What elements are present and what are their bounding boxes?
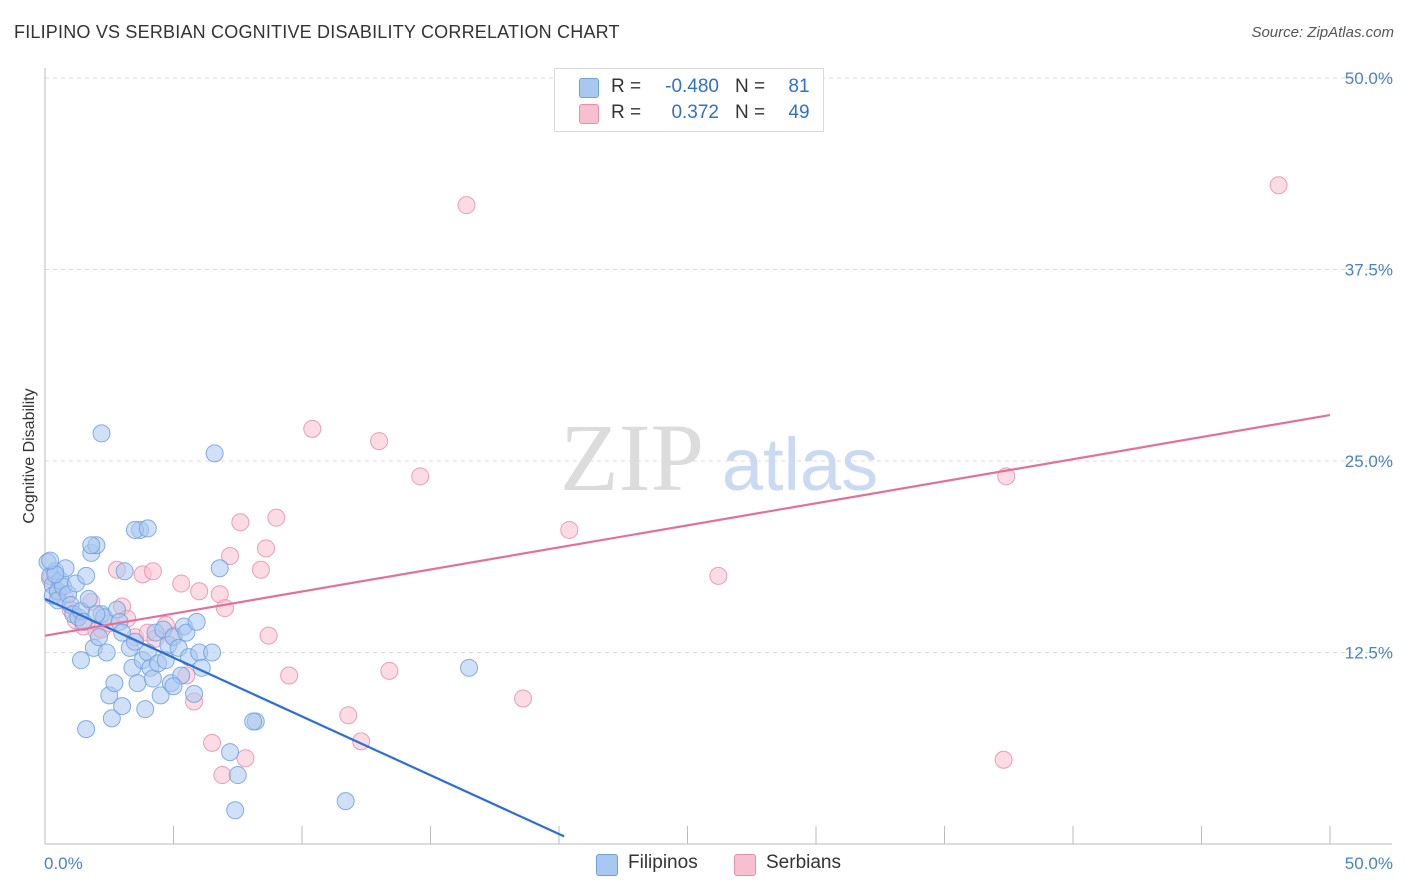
y-tick-label: 50.0% (1345, 69, 1393, 88)
filipino-point (92, 424, 111, 443)
filipino-point (41, 551, 60, 570)
legend-r-value: -0.480 (665, 76, 719, 97)
serbian-point (514, 689, 533, 708)
serbian-point (259, 626, 278, 645)
filipino-trend-line (44, 597, 565, 838)
serbian-point (457, 196, 476, 215)
serbian-point (560, 520, 579, 539)
filipino-point (128, 674, 147, 693)
watermark-atlas: atlas (722, 423, 878, 506)
serbian-swatch (579, 104, 599, 124)
filipino-legend-label: Filipinos (628, 852, 698, 873)
filipino-swatch (579, 78, 599, 98)
serbian-point (380, 661, 399, 680)
filipino-point (185, 684, 204, 703)
filipino-point (151, 686, 170, 705)
y-tick-label: 25.0% (1345, 452, 1393, 471)
filipino-point (143, 669, 162, 688)
serbian-point (257, 539, 276, 558)
filipino-point (164, 677, 183, 696)
serbian-point (221, 546, 240, 565)
legend-n-label: N = (735, 76, 766, 97)
filipino-point (228, 766, 247, 785)
legend-n-value: 49 (788, 102, 810, 123)
serbian-point (267, 508, 286, 527)
legend-n-label: N = (735, 102, 766, 123)
serbian-point (231, 513, 250, 532)
filipino-point (210, 559, 229, 578)
source-credit: Source: ZipAtlas.com (1251, 24, 1394, 41)
serbian-point (339, 706, 358, 725)
filipino-point (460, 658, 479, 677)
serbian-point (1269, 176, 1288, 195)
filipino-point (244, 712, 263, 731)
x-tick-label-min: 0.0% (44, 854, 83, 873)
legend-r-label: R = (611, 102, 642, 123)
filipino-point (205, 444, 224, 463)
serbian-legend-label: Serbians (766, 852, 841, 873)
watermark: ZIP atlas (560, 404, 878, 511)
legend-r-label: R = (611, 76, 642, 97)
trend-lines (44, 413, 1331, 838)
watermark-zip: ZIP (560, 404, 704, 511)
grid-lines (45, 77, 1392, 653)
legend-r-value: 0.372 (671, 102, 719, 123)
filipino-point (79, 589, 98, 608)
filipino-point (97, 643, 116, 662)
serbian-point (203, 733, 222, 752)
filipino-point (187, 612, 206, 631)
correlation-legend: R = -0.480 N = 81 R = 0.372 N = 49 (554, 68, 824, 132)
filipino-point (102, 709, 121, 728)
filipino-point (203, 643, 222, 662)
y-axis-label: Cognitive Disability (21, 388, 38, 523)
filipino-point (89, 628, 108, 647)
filipino-point (336, 792, 355, 811)
filipino-legend-swatch (596, 854, 618, 876)
serbian-point (213, 766, 232, 785)
serbian-trend-line (44, 413, 1331, 637)
filipino-point (115, 562, 134, 581)
serbian-point (994, 750, 1013, 769)
filipino-point (138, 519, 157, 538)
y-tick-label: 37.5% (1345, 261, 1393, 280)
filipino-point (113, 697, 132, 716)
filipino-point (221, 743, 240, 762)
filipino-point (226, 801, 245, 820)
filipino-points (38, 424, 479, 820)
x-tick-label-max: 50.0% (1345, 854, 1393, 873)
serbian-point (709, 566, 728, 585)
y-tick-label: 12.5% (1345, 644, 1393, 663)
filipino-point (136, 700, 155, 719)
serbian-point (143, 562, 162, 581)
tick-labels: 12.5% 25.0% 37.5% 50.0% 0.0% 50.0% (44, 69, 1393, 873)
filipino-point (82, 536, 101, 555)
filipino-point (77, 566, 96, 585)
chart-title: FILIPINO VS SERBIAN COGNITIVE DISABILITY… (14, 22, 620, 42)
filipino-point (71, 651, 90, 670)
filipino-point (77, 720, 96, 739)
serbian-point (236, 749, 255, 768)
filipino-point (105, 674, 124, 693)
serbian-point (190, 582, 209, 601)
serbian-point (370, 432, 389, 451)
serbian-point (280, 666, 299, 685)
serbian-point (303, 419, 322, 438)
serbian-point (172, 574, 191, 593)
serbian-point (411, 467, 430, 486)
serbian-legend-swatch (734, 854, 756, 876)
serbian-point (251, 560, 270, 579)
legend-n-value: 81 (788, 76, 810, 97)
serbian-point (215, 599, 234, 618)
